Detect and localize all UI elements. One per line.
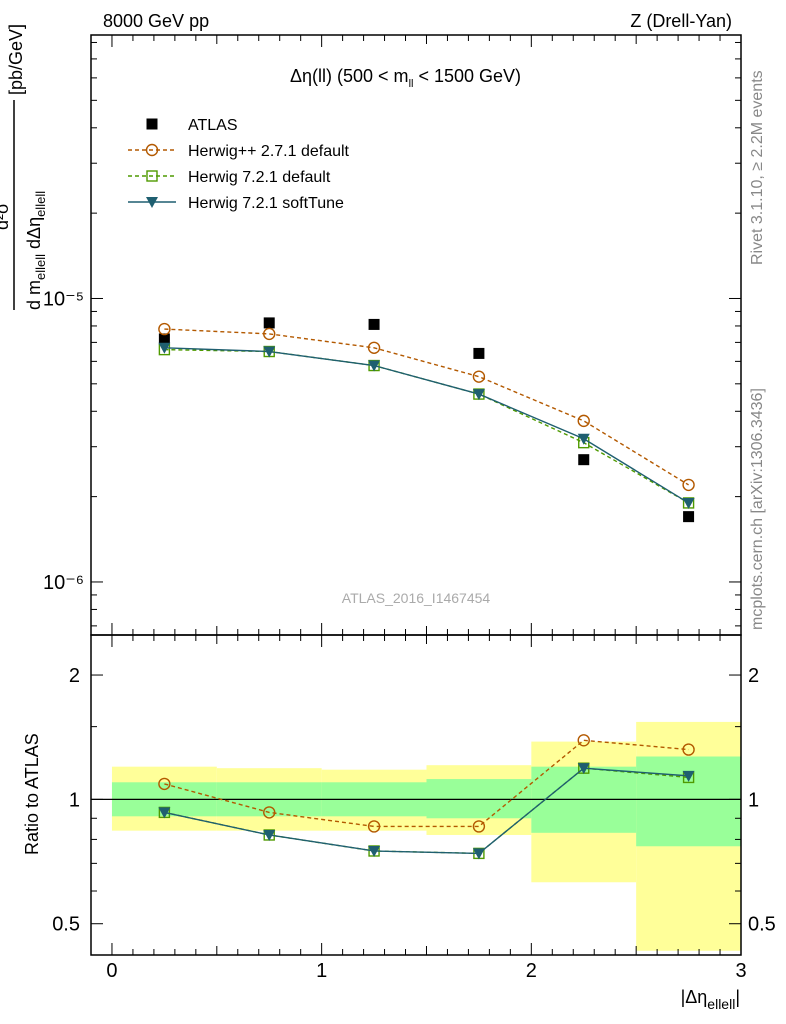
- ratio-point: [682, 770, 695, 782]
- ratio-point: [158, 807, 171, 819]
- y-label-den-b: dΔη: [24, 217, 44, 254]
- y-label-den-sub-b: ellell: [33, 191, 48, 217]
- ratio-y-axis-label: Ratio to ATLAS: [22, 733, 42, 855]
- main-point: [683, 511, 695, 523]
- main-point: [263, 327, 276, 341]
- legend-marker: [146, 118, 158, 130]
- y-label-unit: [pb/GeV]: [6, 24, 26, 95]
- main-line-herwig-2-7-1-default: [164, 328, 689, 486]
- ratio-point: [577, 763, 590, 775]
- main-point: [263, 346, 276, 358]
- main-point: [473, 347, 485, 359]
- x-tick-label: 3: [735, 960, 746, 982]
- legend-marker: [146, 197, 158, 208]
- main-point: [158, 333, 170, 345]
- legend-marker: [145, 143, 159, 157]
- ratio-point: [263, 806, 276, 819]
- main-y-axis-label: d mellell dΔηellell d²σ [pb/GeV]: [0, 24, 48, 310]
- ratio-point: [577, 734, 590, 747]
- ratio-band-inner: [426, 779, 532, 819]
- ratio-y-tick-label-right: 0.5: [748, 914, 776, 936]
- ratio-point: [472, 820, 486, 833]
- y-label-den-sub-a: ellell: [33, 254, 48, 280]
- axis-ticks: 0 1 2 3 10⁻⁵ 10⁻⁶ 2 2 1 1 0.5 0.5: [43, 35, 776, 982]
- ratio-y-tick-label-left: 1: [69, 789, 80, 811]
- legend-label: Herwig++ 2.7.1 default: [188, 143, 350, 160]
- ratio-point: [472, 848, 485, 860]
- plot-title: Δη(ll) (500 < mll < 1500 GeV): [290, 66, 521, 90]
- y-tick-label: 10⁻⁵: [43, 288, 84, 310]
- beam-label: 8000 GeV pp: [103, 11, 209, 31]
- ratio-point: [682, 743, 695, 756]
- ratio-band-inner: [636, 756, 741, 847]
- x-tick-label: 0: [106, 960, 117, 982]
- y-tick-label: 10⁻⁶: [43, 572, 84, 594]
- main-line-herwig-7-2-1-default: [164, 348, 689, 504]
- y-label-den-a: d m: [24, 280, 44, 310]
- ratio-point: [158, 777, 171, 791]
- main-point: [578, 454, 590, 466]
- ratio-line-herwig-2-7-1-default: [164, 739, 689, 828]
- ratio-series: [158, 734, 695, 860]
- ratio-bands: [111, 721, 741, 951]
- legend: ATLAS Herwig++ 2.7.1 default Herwig 7.2.1 …: [128, 117, 350, 212]
- main-point: [472, 389, 485, 401]
- x-tick-label: 2: [526, 960, 537, 982]
- main-series: [158, 317, 695, 523]
- legend-label: Herwig 7.2.1 default: [188, 169, 331, 186]
- process-label: Z (Drell-Yan): [630, 11, 732, 31]
- ratio-point: [263, 829, 276, 841]
- main-point: [367, 341, 381, 354]
- svg-text:d mellell dΔηellell: d mellell dΔηellell: [24, 191, 48, 310]
- main-point: [158, 342, 171, 354]
- legend-item: Herwig++ 2.7.1 default: [128, 143, 350, 160]
- ratio-line-herwig-7-2-1-softtune: [164, 767, 689, 855]
- ratio-y-tick-label-left: 0.5: [52, 914, 80, 936]
- ratio-point: [367, 820, 381, 833]
- main-point: [472, 370, 486, 383]
- main-point: [368, 360, 381, 372]
- legend-item: ATLAS: [146, 117, 238, 134]
- legend-item: Herwig 7.2.1 default: [128, 169, 331, 186]
- ratio-point: [368, 845, 381, 857]
- legend-label: Herwig 7.2.1 softTune: [188, 195, 344, 212]
- legend-marker: [146, 170, 158, 182]
- rivet-label: Rivet 3.1.10, ≥ 2.2M events: [749, 70, 766, 265]
- ratio-y-tick-label-right: 1: [748, 789, 759, 811]
- main-point: [577, 414, 590, 428]
- main-point: [263, 317, 275, 329]
- plot-frames: [90, 34, 742, 956]
- main-line-herwig-7-2-1-softtune: [164, 347, 689, 504]
- main-point: [368, 318, 380, 330]
- analysis-id: ATLAS_2016_I1467454: [342, 590, 491, 606]
- legend-label: ATLAS: [188, 117, 238, 134]
- main-point: [682, 478, 695, 492]
- x-axis-label: |Δηellell|: [681, 987, 740, 1012]
- main-point: [158, 322, 171, 336]
- ratio-y-tick-label-right: 2: [748, 665, 759, 687]
- main-point: [682, 497, 695, 509]
- x-tick-label: 1: [316, 960, 327, 982]
- legend-item: Herwig 7.2.1 softTune: [128, 195, 344, 212]
- ratio-frame: [90, 634, 742, 956]
- main-point: [577, 433, 590, 445]
- source-label: mcplots.cern.ch [arXiv:1306.3436]: [749, 388, 766, 630]
- ratio-y-tick-label-left: 2: [69, 665, 80, 687]
- y-label-num: d²σ: [0, 203, 12, 230]
